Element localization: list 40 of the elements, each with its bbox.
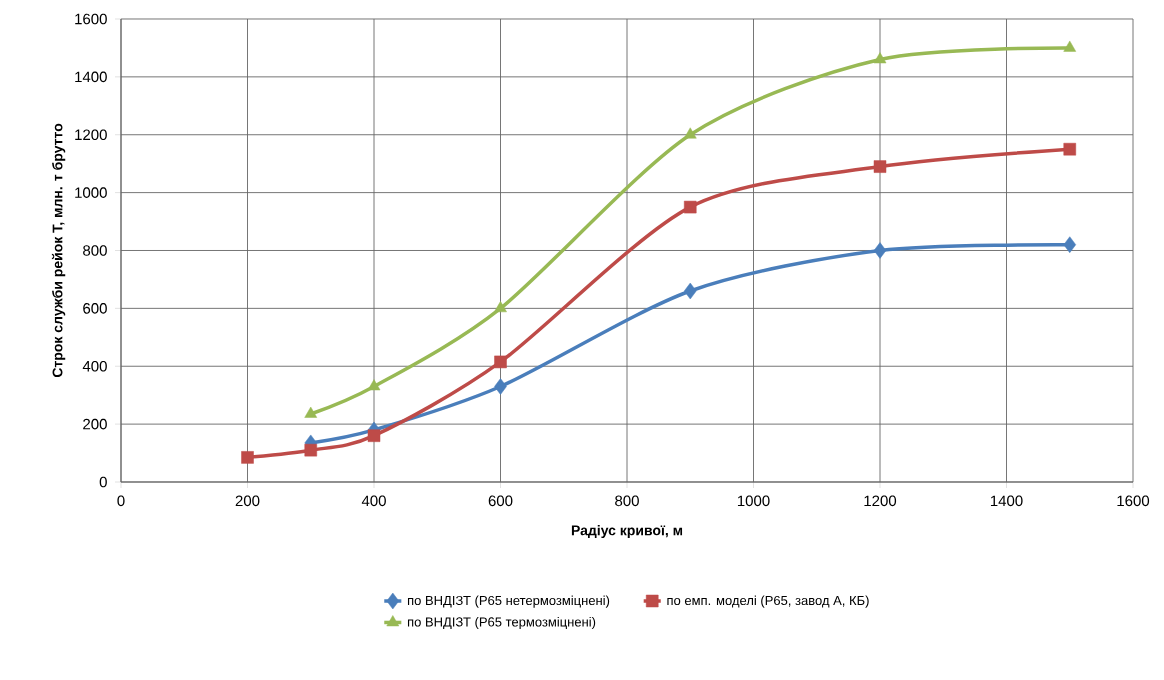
y-tick-label: 800: [83, 245, 107, 256]
point: [1063, 40, 1077, 52]
point: [304, 443, 317, 457]
point: [367, 429, 381, 442]
x-tick-label: 1200: [864, 495, 897, 507]
point: [304, 406, 318, 418]
x-tick-label: 800: [615, 495, 639, 507]
legend-label: по ВНДІЗТ (Р65 термозміцнені): [407, 617, 596, 630]
x-tick-label: 600: [488, 495, 513, 507]
y-tick-label: 400: [82, 360, 107, 372]
point: [494, 301, 507, 313]
x-tick-label: 400: [361, 495, 386, 507]
y-tick-label: 1200: [75, 129, 107, 141]
x-tick-label: 200: [235, 495, 260, 507]
x-tick-label: 1400: [990, 495, 1023, 507]
y-tick-label: 1000: [75, 187, 107, 198]
point: [1063, 142, 1076, 156]
point: [1063, 236, 1076, 253]
point: [367, 379, 381, 391]
point: [241, 451, 254, 464]
y-tick-label: 200: [83, 418, 107, 430]
y-tick-label: 600: [83, 303, 107, 314]
point: [684, 200, 697, 214]
x-tick-label: 1600: [1117, 495, 1150, 507]
y-tick-label: 0: [99, 476, 107, 488]
x-tick-label: 1000: [737, 495, 770, 507]
point: [873, 52, 887, 64]
x-axis-title: Радіус кривої, м: [571, 525, 683, 539]
point: [494, 378, 507, 395]
point: [873, 160, 887, 173]
point: [873, 242, 887, 259]
point: [683, 127, 697, 139]
legend-label: по ВНДІЗТ (Р65 нетермозміцнені): [407, 595, 610, 608]
legend-label: по емп. моделі (Р65, завод А, КБ): [667, 595, 869, 608]
point: [684, 282, 697, 300]
y-tick-label: 1600: [75, 13, 107, 25]
point: [494, 355, 507, 369]
x-tick-label: 0: [117, 495, 125, 507]
y-tick-label: 1400: [75, 71, 107, 83]
y-axis-title: Строк служби рейок Т, млн. т брутто: [51, 123, 66, 378]
